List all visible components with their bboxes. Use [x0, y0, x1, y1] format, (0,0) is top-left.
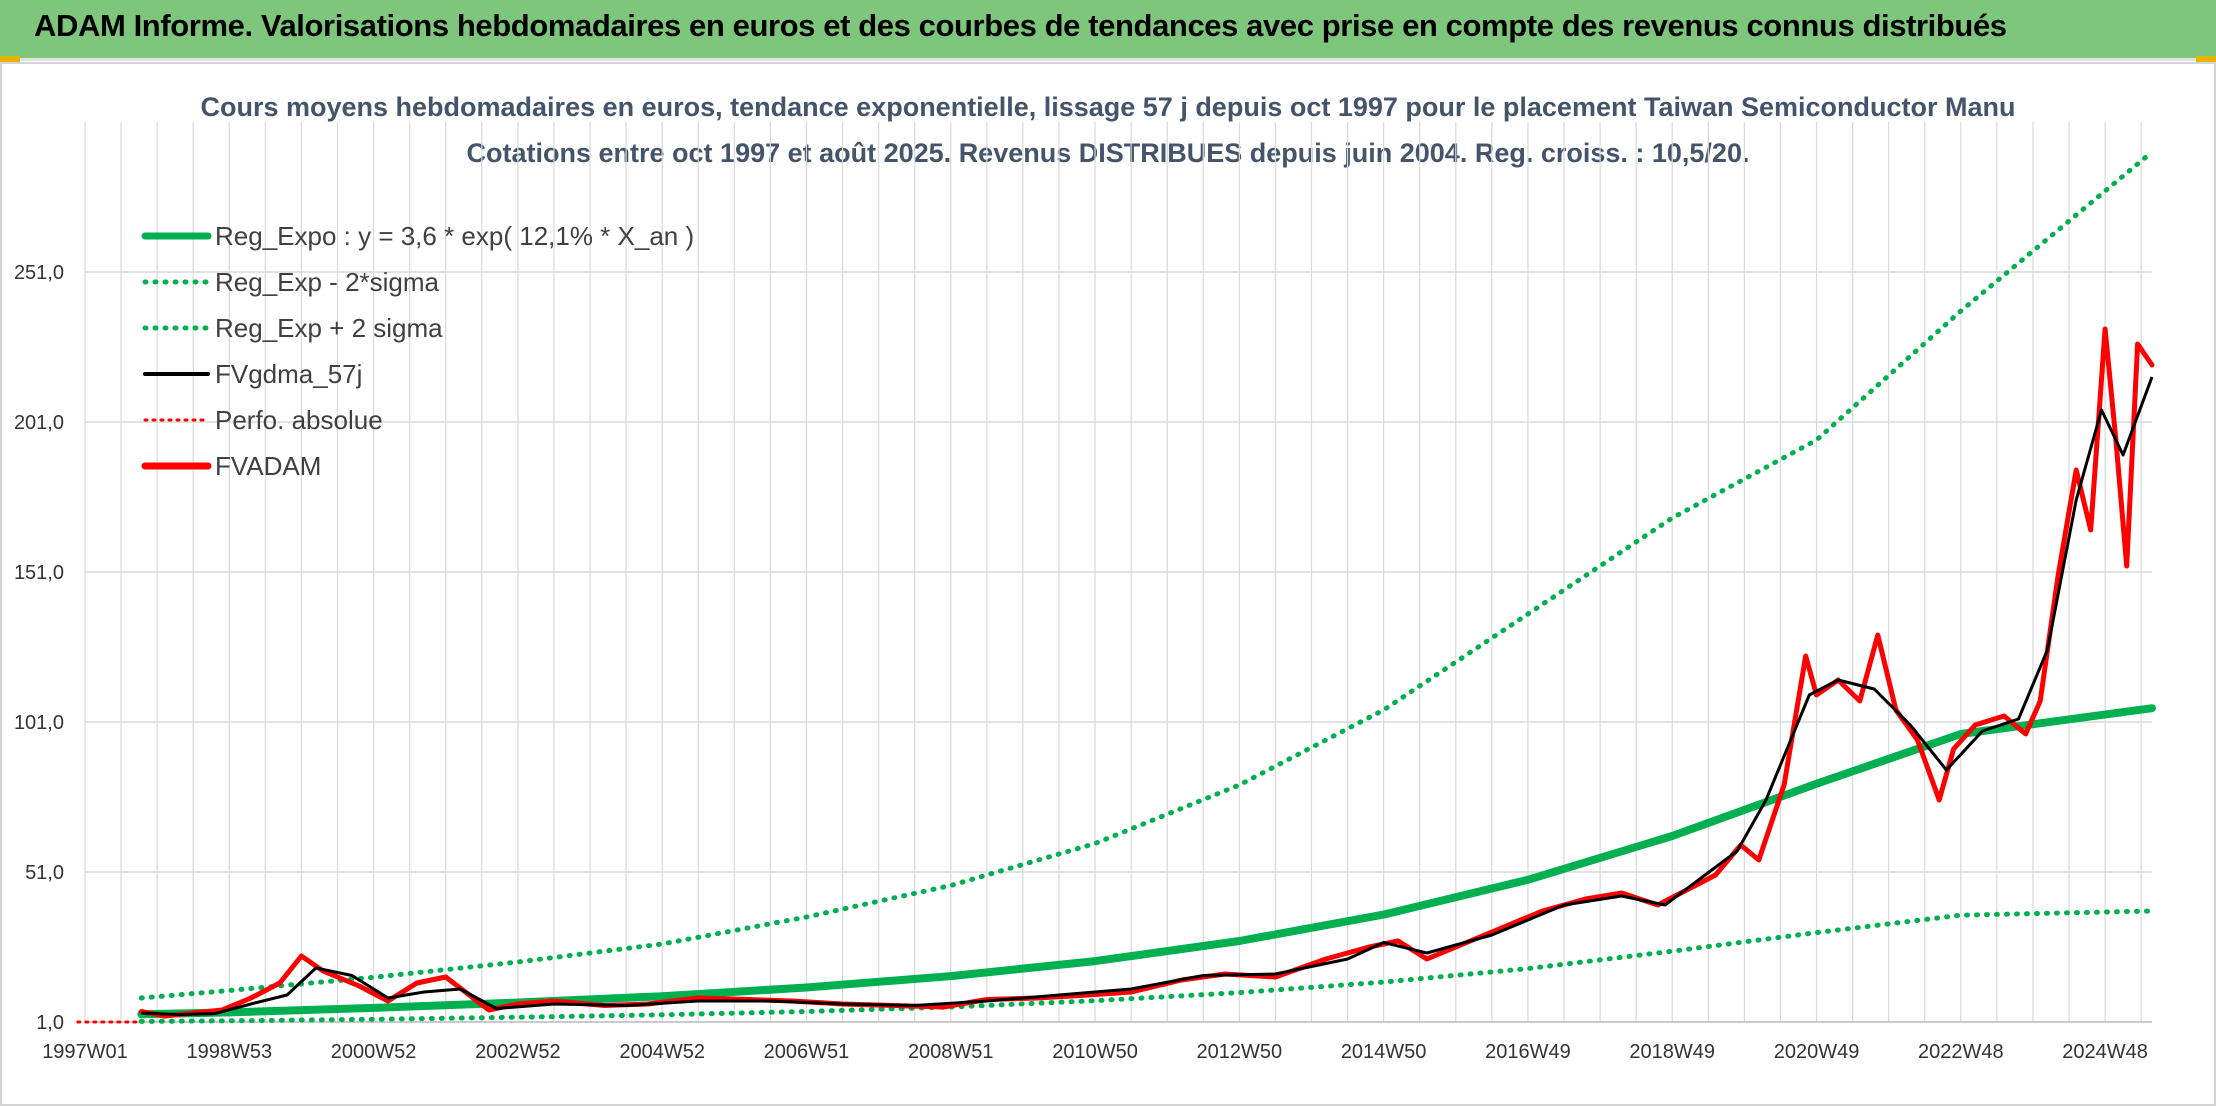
x-tick-label: 2022W48: [1918, 1041, 2004, 1063]
x-tick-label: 1997W01: [42, 1041, 128, 1063]
legend-label: Reg_Exp + 2 sigma: [215, 313, 443, 343]
y-tick-label: 151,0: [14, 562, 64, 584]
series-line-1: [138, 908, 2155, 1024]
axis-layer: 1,0 51,0 101,0 151,0 201,0 251,0 1997W01 1998W5…: [14, 262, 2152, 1063]
chart-title: Cours moyens hebdomadaires en euros, ten…: [200, 92, 2016, 122]
legend-label: FVgdma_57j: [215, 359, 362, 389]
header-banner: ADAM Informe. Valorisations hebdomadaire…: [0, 0, 2216, 61]
x-tick-label: 2024W48: [2062, 1041, 2148, 1063]
x-tick-label: 2002W52: [475, 1041, 561, 1063]
x-tick-label: 1998W53: [186, 1041, 272, 1063]
x-tick-label: 2014W50: [1341, 1041, 1427, 1063]
x-tick-label: 2016W49: [1485, 1041, 1571, 1063]
grid-layer: [84, 122, 2152, 1023]
series-layer: [76, 149, 2156, 1024]
y-tick-label: 251,0: [14, 262, 64, 284]
series-line-3: [141, 376, 2154, 1016]
legend-label: Reg_Exp - 2*sigma: [215, 267, 440, 297]
corner-accent-left: [0, 56, 20, 64]
y-tick-label: 51,0: [25, 862, 64, 884]
legend-label: Reg_Expo : y = 3,6 * exp( 12,1% * X_an ): [215, 221, 694, 251]
x-tick-label: 2006W51: [764, 1041, 850, 1063]
series-line-0: [137, 704, 2156, 1019]
x-tick-label: 2004W52: [619, 1041, 705, 1063]
x-tick-label: 2018W49: [1629, 1041, 1715, 1063]
x-tick-label: 2020W49: [1774, 1041, 1860, 1063]
legend: Reg_Expo : y = 3,6 * exp( 12,1% * X_an )…: [141, 221, 694, 481]
x-tick-label: 2010W50: [1052, 1041, 1138, 1063]
chart-subtitle: Cotations entre oct 1997 et août 2025. R…: [466, 138, 1750, 168]
legend-label: Perfo. absolue: [215, 405, 383, 435]
series-line-2: [138, 149, 2155, 1001]
y-tick-label: 1,0: [36, 1012, 64, 1034]
x-tick-label: 2008W51: [908, 1041, 994, 1063]
y-tick-label: 201,0: [14, 412, 64, 434]
corner-accent-right: [2196, 56, 2216, 64]
y-tick-label: 101,0: [14, 712, 64, 734]
x-tick-label: 2012W50: [1197, 1041, 1283, 1063]
legend-label: FVADAM: [215, 451, 321, 481]
series-line-5: [138, 326, 2155, 1019]
chart-frame: [0, 62, 2216, 1106]
banner-title: ADAM Informe. Valorisations hebdomadaire…: [34, 8, 2007, 43]
x-tick-label: 2000W52: [331, 1041, 417, 1063]
